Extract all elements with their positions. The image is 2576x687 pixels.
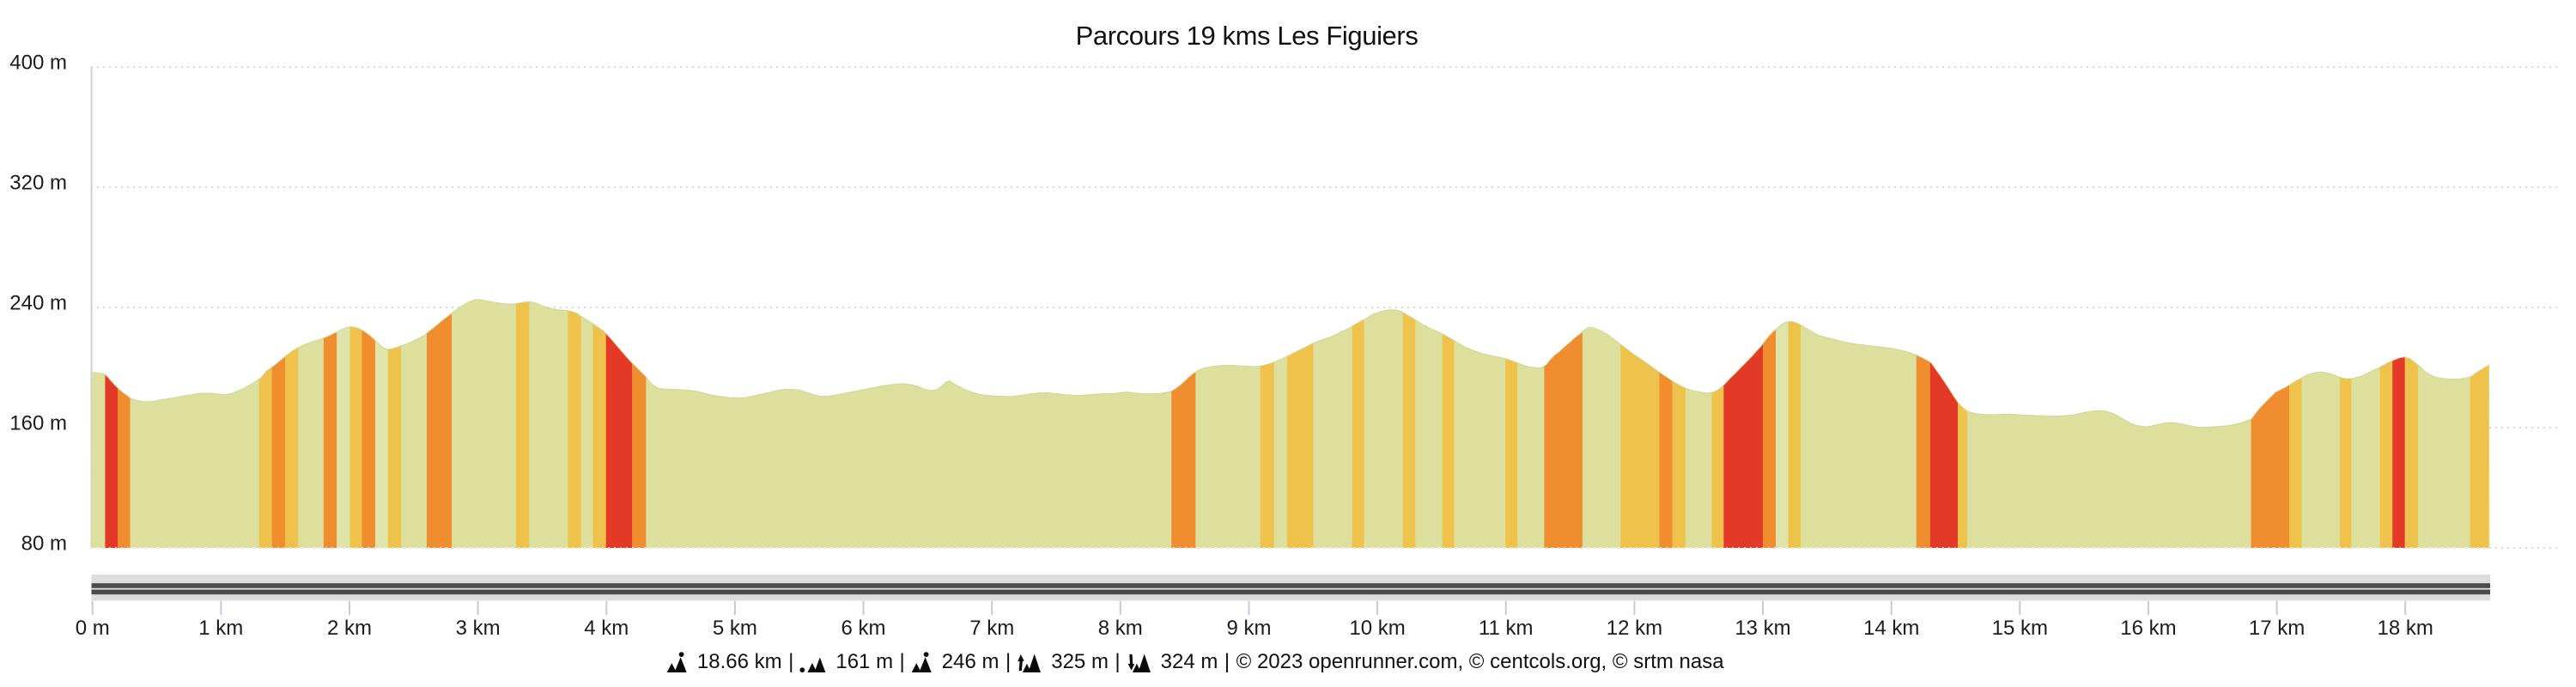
svg-text:320 m: 320 m: [9, 172, 67, 195]
svg-text:160 m: 160 m: [9, 412, 67, 435]
svg-text:1 km: 1 km: [198, 617, 243, 640]
svg-text:11 km: 11 km: [1479, 617, 1534, 640]
svg-text:14 km: 14 km: [1863, 617, 1919, 640]
svg-text:10 km: 10 km: [1349, 617, 1405, 640]
svg-text:2 km: 2 km: [327, 617, 372, 640]
svg-text:12 km: 12 km: [1607, 617, 1662, 640]
svg-text:18 km: 18 km: [2378, 617, 2433, 640]
svg-text:400 m: 400 m: [9, 52, 67, 75]
svg-text:3 km: 3 km: [456, 617, 501, 640]
svg-text:15 km: 15 km: [1992, 617, 2048, 640]
svg-text:7 km: 7 km: [969, 617, 1014, 640]
svg-text:17 km: 17 km: [2249, 617, 2305, 640]
svg-text:80 m: 80 m: [21, 532, 67, 556]
svg-text:9 km: 9 km: [1226, 617, 1271, 640]
svg-text:8 km: 8 km: [1098, 617, 1143, 640]
svg-text:16 km: 16 km: [2120, 617, 2176, 640]
svg-text:4 km: 4 km: [584, 617, 629, 640]
svg-text:6 km: 6 km: [841, 617, 885, 640]
svg-text:5 km: 5 km: [713, 617, 757, 640]
svg-text:13 km: 13 km: [1735, 617, 1790, 640]
svg-text:0 m: 0 m: [76, 617, 110, 640]
svg-text:240 m: 240 m: [9, 292, 67, 315]
